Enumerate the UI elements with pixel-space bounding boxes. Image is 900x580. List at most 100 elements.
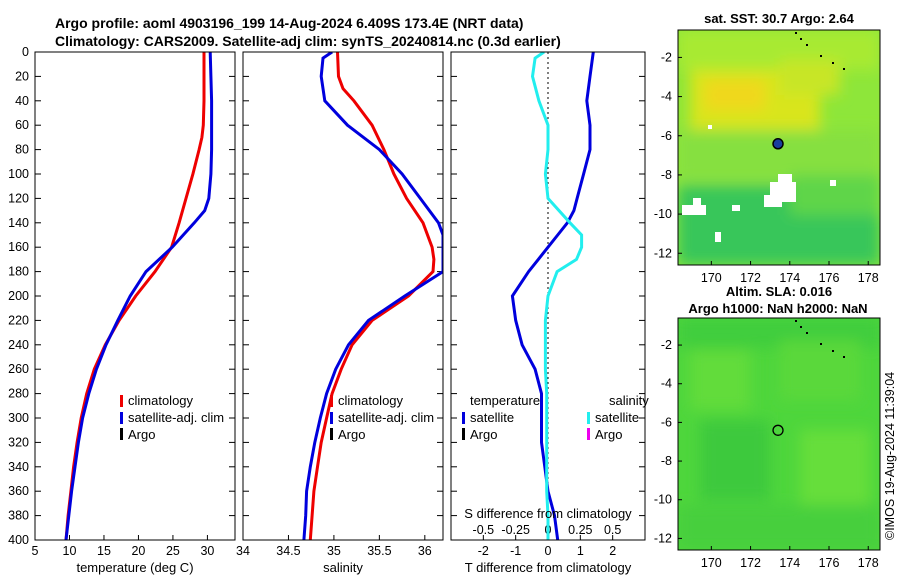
- temperature-xlabel: temperature (deg C): [76, 560, 193, 575]
- legend-argo-label: Argo: [128, 427, 155, 442]
- lon-tick-label: 174: [779, 271, 800, 285]
- depth-tick-label: 320: [8, 435, 29, 449]
- t-difference-satellite-line: [510, 52, 595, 540]
- salinity-tick-labels: 34 34.5 35 35.5 36: [236, 535, 432, 558]
- x-tick-label: 35: [327, 544, 341, 558]
- t-tick-label: 0: [545, 544, 552, 558]
- lat-tick-label: -2: [661, 338, 672, 352]
- legend-s-satellite-label: satellite: [595, 410, 639, 425]
- sst-argo-position-marker: [772, 138, 784, 150]
- lat-tick-label: -6: [661, 129, 672, 143]
- legend-t-satellite-label: satellite: [470, 410, 514, 425]
- legend-salinity-header: salinity: [609, 393, 649, 408]
- depth-tick-label: 100: [8, 167, 29, 181]
- lon-tick-label: 176: [819, 271, 840, 285]
- t-tick-label: -1: [510, 544, 521, 558]
- legend2-satellite-swatch: [330, 412, 333, 424]
- sla-map-frame: [677, 317, 881, 551]
- depth-tick-label: 300: [8, 411, 29, 425]
- legend-climatology-swatch: [120, 395, 123, 407]
- header-line2: Climatology: CARS2009. Satellite-adj cli…: [55, 33, 561, 49]
- t-tick-label: 1: [577, 544, 584, 558]
- x-tick-label: 34: [236, 544, 250, 558]
- difference-panel: -2 -1 0 1 2 -0.5 -0.25 0 0.25 0.5 S difference f…: [450, 51, 649, 575]
- s-difference-tick-labels: -0.5 -0.25 0 0.25 0.5: [473, 523, 622, 537]
- sst-longitude-ticks: 170 172 174 176 178: [701, 261, 879, 285]
- depth-tick-label: 0: [22, 45, 29, 59]
- lat-tick-label: -12: [654, 531, 672, 545]
- sla-field: [678, 318, 880, 550]
- depth-tick-label: 40: [15, 94, 29, 108]
- lon-tick-label: 178: [858, 271, 879, 285]
- imos-timestamp: ©IMOS 19-Aug-2024 11:39:04: [883, 372, 897, 540]
- depth-tick-label: 400: [8, 533, 29, 547]
- sla-map: Altim. SLA: 0.016 Argo h1000: NaN h2000:…: [654, 284, 881, 570]
- sla-latitude-ticks: -2 -4 -6 -8 -10 -12: [654, 338, 682, 545]
- legend-t-argo-label: Argo: [470, 427, 497, 442]
- difference-axes-frame: [450, 51, 646, 541]
- depth-tick-label: 60: [15, 118, 29, 132]
- s-difference-label: S difference from climatology: [464, 506, 632, 521]
- sst-coastline-dots: [795, 32, 845, 70]
- x-tick-label: 36: [418, 544, 432, 558]
- x-tick-label: 10: [63, 544, 77, 558]
- legend-satellite-swatch: [120, 412, 123, 424]
- lat-tick-label: -10: [654, 207, 672, 221]
- legend-s-satellite-swatch: [587, 412, 590, 424]
- legend-argo-swatch: [120, 428, 123, 440]
- x-tick-label: 25: [166, 544, 180, 558]
- x-tick-label: 5: [32, 544, 39, 558]
- salinity-xlabel: salinity: [323, 560, 363, 575]
- depth-tick-label: 260: [8, 362, 29, 376]
- salinity-climatology-line: [308, 52, 436, 540]
- legend2-climatology-swatch: [330, 395, 333, 407]
- t-tick-label: 2: [609, 544, 616, 558]
- sst-map-title: sat. SST: 30.7 Argo: 2.64: [704, 11, 855, 26]
- header-line1: Argo profile: aoml 4903196_199 14-Aug-20…: [55, 15, 523, 31]
- lat-tick-label: -2: [661, 50, 672, 64]
- depth-tick-label: 180: [8, 265, 29, 279]
- depth-tick-label: 240: [8, 338, 29, 352]
- salinity-axes-frame: [242, 51, 444, 541]
- legend2-argo-swatch: [330, 428, 333, 440]
- x-tick-label: 15: [97, 544, 111, 558]
- sst-map-frame: [677, 29, 881, 266]
- salinity-satellite-line: [302, 52, 443, 540]
- sla-map-subtitle: Argo h1000: NaN h2000: NaN: [688, 301, 867, 316]
- x-tick-label: 20: [131, 544, 145, 558]
- depth-tick-label: 220: [8, 313, 29, 327]
- legend-s-argo-swatch: [587, 428, 590, 440]
- lon-tick-label: 174: [779, 556, 800, 570]
- sla-map-title: Altim. SLA: 0.016: [726, 284, 832, 299]
- depth-tick-label: 380: [8, 509, 29, 523]
- legend2-climatology-label: climatology: [338, 393, 404, 408]
- sla-coastline-dots: [795, 320, 845, 358]
- lat-tick-label: -6: [661, 415, 672, 429]
- lat-tick-label: -8: [661, 168, 672, 182]
- sst-latitude-ticks: -2 -4 -6 -8 -10 -12: [654, 50, 682, 260]
- x-tick-label: 30: [200, 544, 214, 558]
- depth-tick-label: 20: [15, 69, 29, 83]
- temperature-panel: 0204060801001201401601802002202402602803…: [8, 45, 645, 575]
- sst-map: sat. SST: 30.7 Argo: 2.64: [654, 11, 881, 285]
- lon-tick-label: 172: [740, 271, 761, 285]
- legend-s-argo-label: Argo: [595, 427, 622, 442]
- salinity-panel: 34 34.5 35 35.5 36 salinity climatology sate…: [236, 51, 444, 575]
- lat-tick-label: -12: [654, 246, 672, 260]
- sla-argo-position-marker: [772, 424, 784, 436]
- t-difference-label: T difference from climatology: [465, 560, 632, 575]
- lat-tick-label: -4: [661, 90, 672, 104]
- s-tick-label: 0.5: [604, 523, 621, 537]
- depth-tick-label: 140: [8, 216, 29, 230]
- depth-tick-label: 340: [8, 460, 29, 474]
- depth-tick-label: 200: [8, 289, 29, 303]
- x-tick-label: 35.5: [367, 544, 391, 558]
- temperature-axes-frame: [34, 51, 236, 541]
- depth-tick-label: 120: [8, 191, 29, 205]
- lon-tick-label: 178: [858, 556, 879, 570]
- sla-longitude-ticks: 170 172 174 176 178: [701, 546, 879, 570]
- depth-tick-label: 160: [8, 240, 29, 254]
- depth-tick-labels: 0 20 40 60 80 100 120 140 160 180 200 220 240 260 280 3…: [8, 45, 645, 547]
- lon-tick-label: 176: [819, 556, 840, 570]
